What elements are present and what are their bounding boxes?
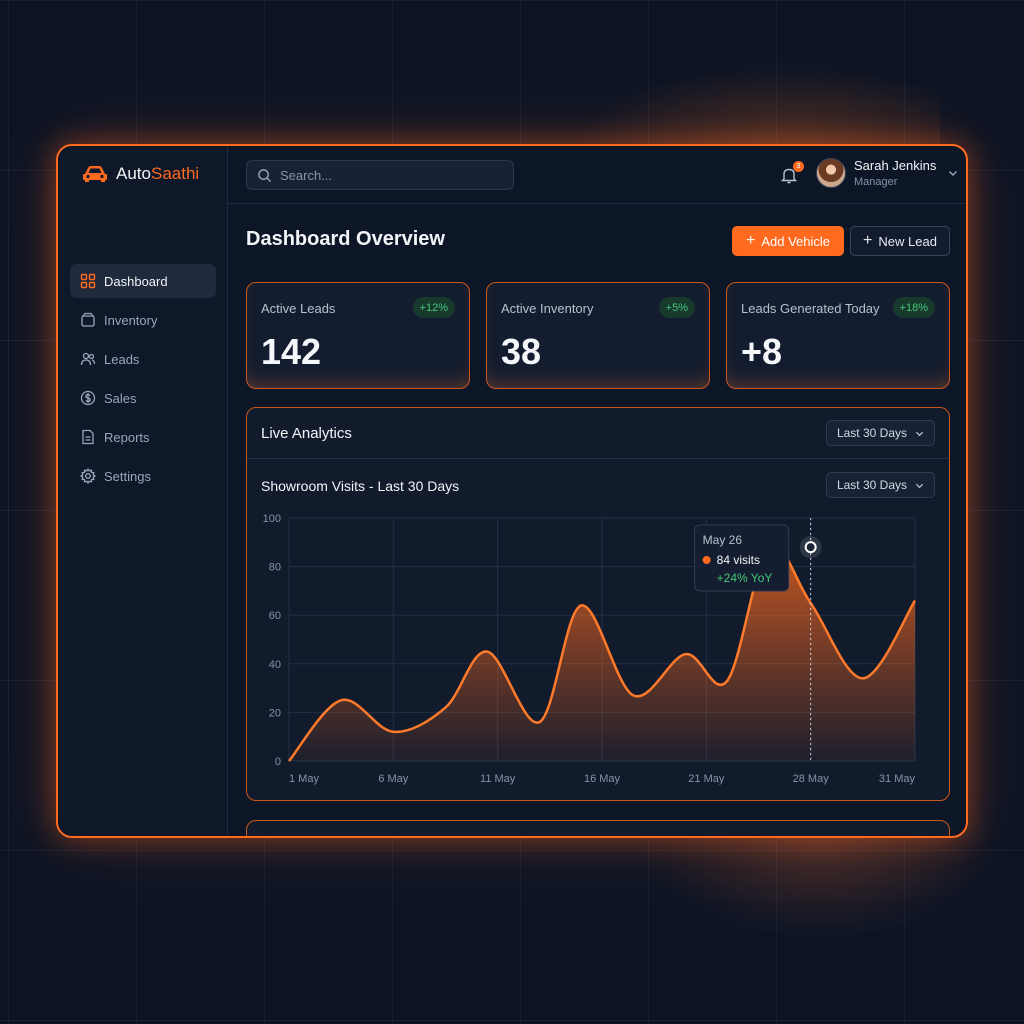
sidebar-item-label: Dashboard (104, 273, 168, 289)
plus-icon: + (745, 232, 756, 249)
new-lead-button[interactable]: + New Lead (850, 226, 950, 256)
sidebar-nav: Dashboard Inventory Leads Sales (70, 264, 216, 498)
kpi-value: 142 (261, 331, 322, 372)
sidebar-item-leads[interactable]: Leads (70, 342, 216, 376)
gear-icon (80, 468, 96, 484)
y-tick-label: 80 (269, 562, 281, 574)
chart-line (288, 543, 917, 762)
y-tick-label: 40 (269, 659, 281, 671)
kpi-delta-badge: +12% (412, 297, 455, 318)
kpi-value: 38 (501, 331, 542, 372)
brand-logo[interactable]: AutoSaathi (82, 164, 199, 184)
sidebar-item-settings[interactable]: Settings (70, 459, 216, 493)
page-title: Dashboard Overview (246, 228, 445, 250)
sidebar-item-reports[interactable]: Reports (70, 420, 216, 454)
tooltip-box (694, 524, 790, 592)
x-tick-label: 31 May (879, 773, 916, 785)
user-role: Manager (854, 176, 898, 188)
kpi-label: Leads Generated Today (741, 301, 880, 316)
leads-icon (80, 352, 96, 366)
button-label: New Lead (878, 233, 937, 249)
kpi-label: Active Inventory (501, 301, 594, 316)
kpi-card-active-leads[interactable]: Active Leads +12% 142 (246, 282, 470, 389)
dashboard-icon (80, 273, 96, 289)
reports-icon (82, 429, 94, 445)
tooltip-change: +24% YoY (717, 571, 773, 585)
notification-badge: 3 (793, 161, 804, 172)
next-panel-card (246, 820, 950, 836)
dollar-icon (80, 390, 96, 406)
top-bar: 3 Sarah Jenkins Manager (228, 146, 966, 204)
kpi-label: Active Leads (261, 301, 336, 316)
sidebar-item-sales[interactable]: Sales (70, 381, 216, 415)
x-tick-label: 6 May (378, 773, 408, 785)
brand-name-part: Auto (116, 164, 151, 183)
avatar (816, 158, 846, 188)
sidebar-item-label: Leads (104, 351, 140, 367)
chart-tooltip: May 26 84 visits +24% YoY (694, 524, 790, 592)
button-label: Add Vehicle (761, 233, 830, 249)
x-tick-label: 21 May (688, 773, 725, 785)
tooltip-date: May 26 (703, 533, 743, 547)
search-box[interactable] (246, 160, 514, 190)
user-name: Sarah Jenkins (854, 158, 937, 173)
sidebar-item-inventory[interactable]: Inventory (70, 303, 216, 337)
divider (247, 458, 949, 459)
sidebar-item-label: Inventory (104, 312, 158, 328)
search-icon (258, 168, 272, 182)
chart-range-dropdown[interactable]: Last 30 Days (825, 472, 935, 498)
chart-title: Showroom Visits - Last 30 Days (261, 478, 460, 494)
x-tick-label: 1 May (289, 773, 319, 785)
bell-icon (780, 168, 798, 184)
tooltip-series-dot (702, 556, 711, 564)
y-tick-label: 60 (269, 610, 281, 622)
highlight-point[interactable] (804, 541, 817, 554)
kpi-delta-badge: +5% (658, 297, 695, 318)
live-analytics-panel: Live Analytics Last 30 Days Showroom Vis… (246, 407, 950, 801)
kpi-value: +8 (741, 331, 783, 372)
y-tick-label: 0 (275, 756, 281, 768)
dropdown-value: Last 30 Days (836, 426, 907, 440)
y-tick-label: 100 (263, 513, 281, 525)
plus-icon: + (863, 232, 873, 249)
x-tick-label: 16 May (584, 773, 621, 785)
tooltip-value: 84 visits (717, 553, 760, 567)
showroom-visits-chart: 0 20 40 60 80 100 1 May 6 May 11 May 16 May 21 May… (263, 513, 917, 785)
user-menu[interactable]: Sarah Jenkins Manager (816, 158, 958, 188)
range-dropdown[interactable]: Last 30 Days (825, 420, 935, 446)
x-tick-label: 28 May (793, 773, 830, 785)
search-input[interactable] (280, 167, 500, 183)
chart-area (289, 544, 915, 761)
sidebar-item-label: Sales (104, 390, 137, 406)
chevron-down-icon (915, 431, 924, 436)
car-icon (83, 166, 107, 182)
dropdown-value: Last 30 Days (836, 478, 907, 492)
chevron-down-icon (949, 171, 958, 176)
sidebar-item-dashboard[interactable]: Dashboard (70, 264, 216, 298)
chevron-down-icon (915, 483, 924, 488)
notification-button[interactable]: 3 (780, 161, 804, 186)
panel-title: Live Analytics (261, 425, 352, 442)
kpi-card-active-inventory[interactable]: Active Inventory +5% 38 (486, 282, 710, 389)
x-tick-label: 11 May (480, 773, 516, 785)
sidebar-item-label: Reports (104, 429, 150, 445)
sidebar-item-label: Settings (104, 468, 151, 484)
inventory-icon (81, 312, 95, 327)
kpi-delta-badge: +18% (892, 297, 935, 318)
brand-name-part: Saathi (150, 164, 200, 183)
kpi-card-leads-today[interactable]: Leads Generated Today +18% +8 (726, 282, 950, 389)
add-vehicle-button[interactable]: + Add Vehicle (732, 226, 844, 256)
sidebar: AutoSaathi Dashboard Inventory L (58, 146, 228, 836)
y-tick-label: 20 (269, 707, 281, 719)
app-window: AutoSaathi Dashboard Inventory L (56, 144, 968, 838)
